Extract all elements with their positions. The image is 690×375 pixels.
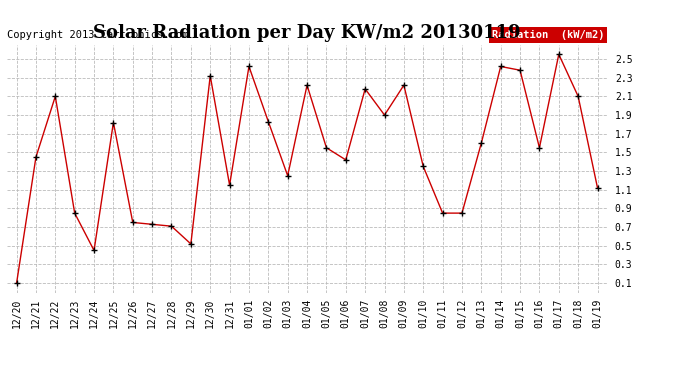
Title: Solar Radiation per Day KW/m2 20130119: Solar Radiation per Day KW/m2 20130119 [93,24,521,42]
Text: Radiation  (kW/m2): Radiation (kW/m2) [492,30,604,40]
Text: Copyright 2013 Cartronics.com: Copyright 2013 Cartronics.com [7,30,188,40]
